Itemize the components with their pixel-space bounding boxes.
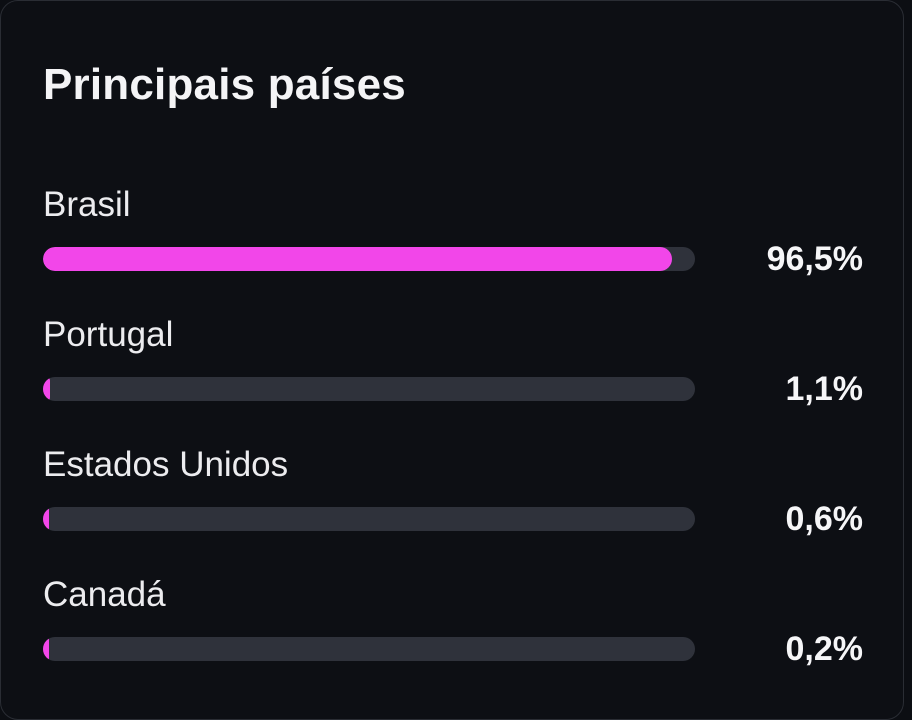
progress-fill	[43, 507, 49, 531]
progress-fill	[43, 637, 49, 661]
country-row-portugal: Portugal 1,1%	[43, 313, 873, 423]
country-row-estados-unidos: Estados Unidos 0,6%	[43, 443, 873, 553]
progress-track	[43, 507, 695, 531]
progress-fill	[43, 247, 673, 271]
progress-track	[43, 637, 695, 661]
progress-fill	[43, 377, 51, 401]
country-name: Portugal	[43, 315, 174, 354]
country-row-brasil: Brasil 96,5%	[43, 183, 873, 293]
country-percent: 1,1%	[785, 370, 864, 408]
country-percent: 0,2%	[785, 630, 864, 668]
progress-track	[43, 247, 695, 271]
country-percent: 0,6%	[785, 500, 864, 538]
country-percent: 96,5%	[766, 240, 863, 278]
progress-track	[43, 377, 695, 401]
country-row-canada: Canadá 0,2%	[43, 573, 873, 683]
country-name: Estados Unidos	[43, 445, 289, 484]
country-name: Canadá	[43, 575, 166, 614]
card-title: Principais países	[43, 60, 406, 109]
country-name: Brasil	[43, 185, 131, 224]
